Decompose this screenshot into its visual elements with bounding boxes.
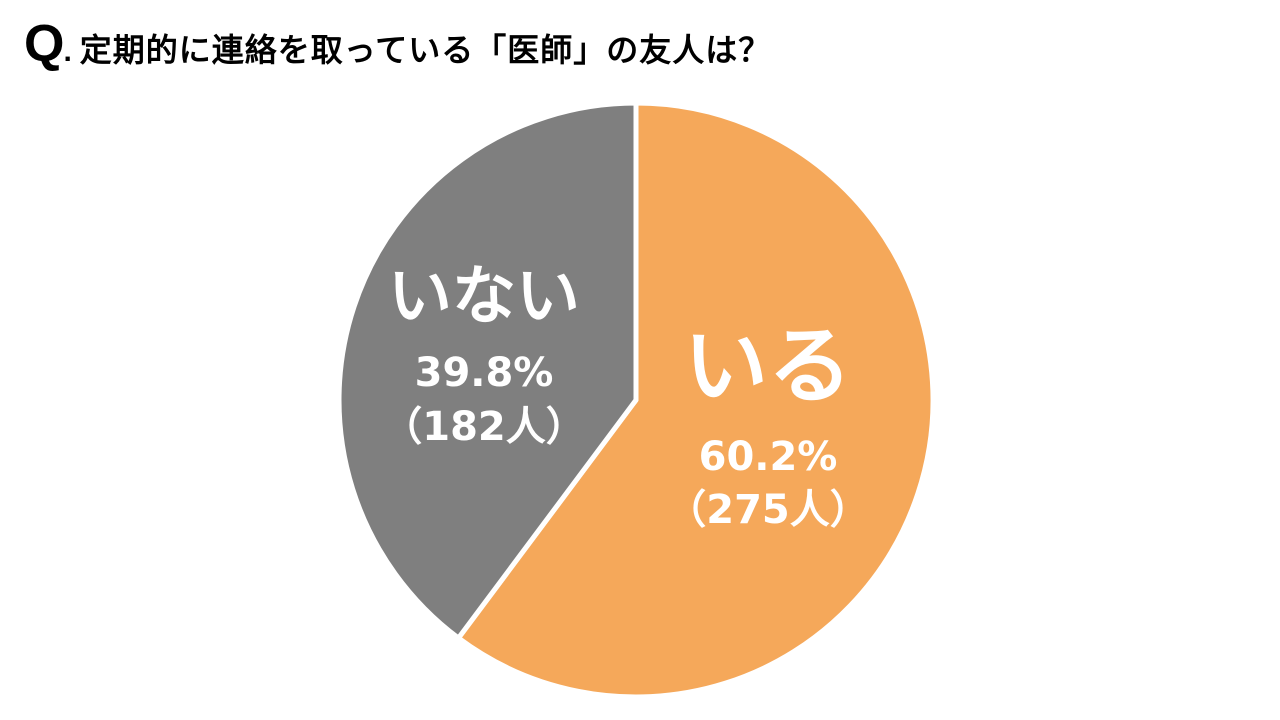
question-dot: . [63, 35, 72, 68]
slice-1-label: いない [388, 260, 580, 334]
pie-labels: いる 60.2% （275人） いない 39.8% （182人） [382, 260, 870, 533]
pie-slices [336, 100, 936, 700]
question-text: 定期的に連絡を取っている「医師」の友人は？ [79, 31, 772, 69]
slice-0-count: （275人） [666, 487, 870, 533]
question-heading: Q . 定期的に連絡を取っている「医師」の友人は？ [24, 14, 771, 78]
slice-1-count: （182人） [382, 404, 586, 450]
pie-slice-0 [455, 100, 936, 700]
slice-1-percent: 39.8% [415, 350, 554, 396]
question-prefix: Q [24, 15, 64, 73]
pie-slice-1 [336, 100, 639, 641]
slice-0-percent: 60.2% [699, 434, 838, 480]
slice-0-label: いる [684, 317, 852, 415]
